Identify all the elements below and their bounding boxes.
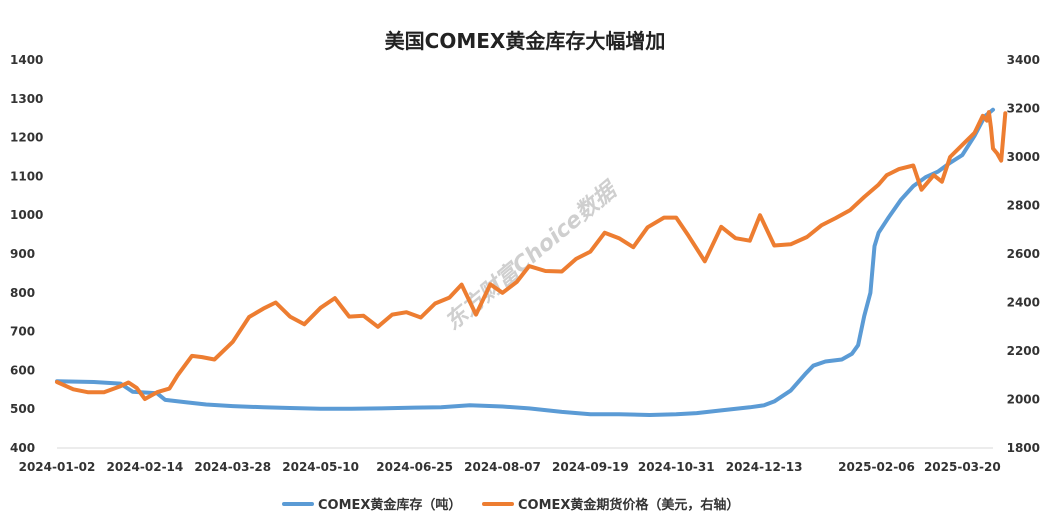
x-tick-label: 2024-05-10 [282,460,359,474]
y-left-tick-label: 600 [10,363,35,377]
y-right-tick-label: 3200 [1007,102,1040,116]
x-tick-label: 2024-10-31 [638,460,715,474]
y-right-tick-label: 3000 [1007,150,1040,164]
y-right-tick-label: 1800 [1007,441,1040,455]
y-left-tick-label: 500 [10,402,35,416]
y-right-tick-label: 2600 [1007,247,1040,261]
x-tick-label: 2024-08-07 [464,460,541,474]
x-axis: 2024-01-02 2024-02-14 2024-03-28 2024-05-10… [19,460,1001,474]
y-right-tick-label: 3400 [1007,53,1040,67]
y-left-tick-label: 1100 [10,169,43,183]
x-tick-label: 2024-09-19 [552,460,629,474]
y-axis-left: 400 500 600 700 800 900 1000 1100 1200 1300 1400 [10,53,43,455]
x-tick-label: 2024-06-25 [376,460,453,474]
y-left-tick-label: 800 [10,286,35,300]
y-right-tick-label: 2400 [1007,296,1040,310]
y-axis-right: 1800 2000 2200 2400 2600 2800 3000 3200 3400 [1007,53,1040,455]
legend: COMEX黄金库存（吨） COMEX黄金期货价格（美元，右轴） [282,497,739,513]
y-right-tick-label: 2800 [1007,199,1040,213]
x-tick-label: 2024-12-13 [726,460,803,474]
y-left-tick-label: 900 [10,247,35,261]
watermark-text: 东方财富Choice数据 [440,175,624,335]
x-tick-label: 2024-01-02 [19,460,96,474]
y-left-tick-label: 700 [10,325,35,339]
y-left-tick-label: 1300 [10,92,43,106]
legend-label-inventory: COMEX黄金库存（吨） [318,497,461,513]
series-line-inventory [55,107,995,417]
x-tick-label: 2024-03-28 [194,460,271,474]
series-line-price [55,110,1008,401]
y-right-tick-label: 2200 [1007,344,1040,358]
y-right-tick-label: 2000 [1007,393,1040,407]
x-tick-label: 2024-02-14 [106,460,183,474]
chart-title: 美国COMEX黄金库存大幅增加 [385,29,666,53]
y-left-tick-label: 1000 [10,208,43,222]
y-left-tick-label: 1400 [10,53,43,67]
y-left-tick-label: 400 [10,441,35,455]
series-layer [55,107,1008,417]
y-left-tick-label: 1200 [10,131,43,145]
legend-label-price: COMEX黄金期货价格（美元，右轴） [518,497,739,513]
x-tick-label: 2025-03-20 [924,460,1001,474]
x-tick-label: 2025-02-06 [838,460,915,474]
